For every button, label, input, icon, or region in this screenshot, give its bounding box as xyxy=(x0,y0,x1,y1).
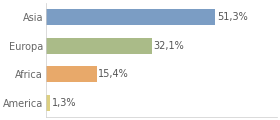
Text: 32,1%: 32,1% xyxy=(153,41,184,51)
Text: 1,3%: 1,3% xyxy=(52,98,76,108)
Bar xyxy=(46,66,97,82)
Text: 15,4%: 15,4% xyxy=(98,69,129,79)
Bar xyxy=(46,95,50,111)
Bar xyxy=(46,38,152,54)
Text: 51,3%: 51,3% xyxy=(217,12,248,22)
Bar xyxy=(46,9,215,25)
